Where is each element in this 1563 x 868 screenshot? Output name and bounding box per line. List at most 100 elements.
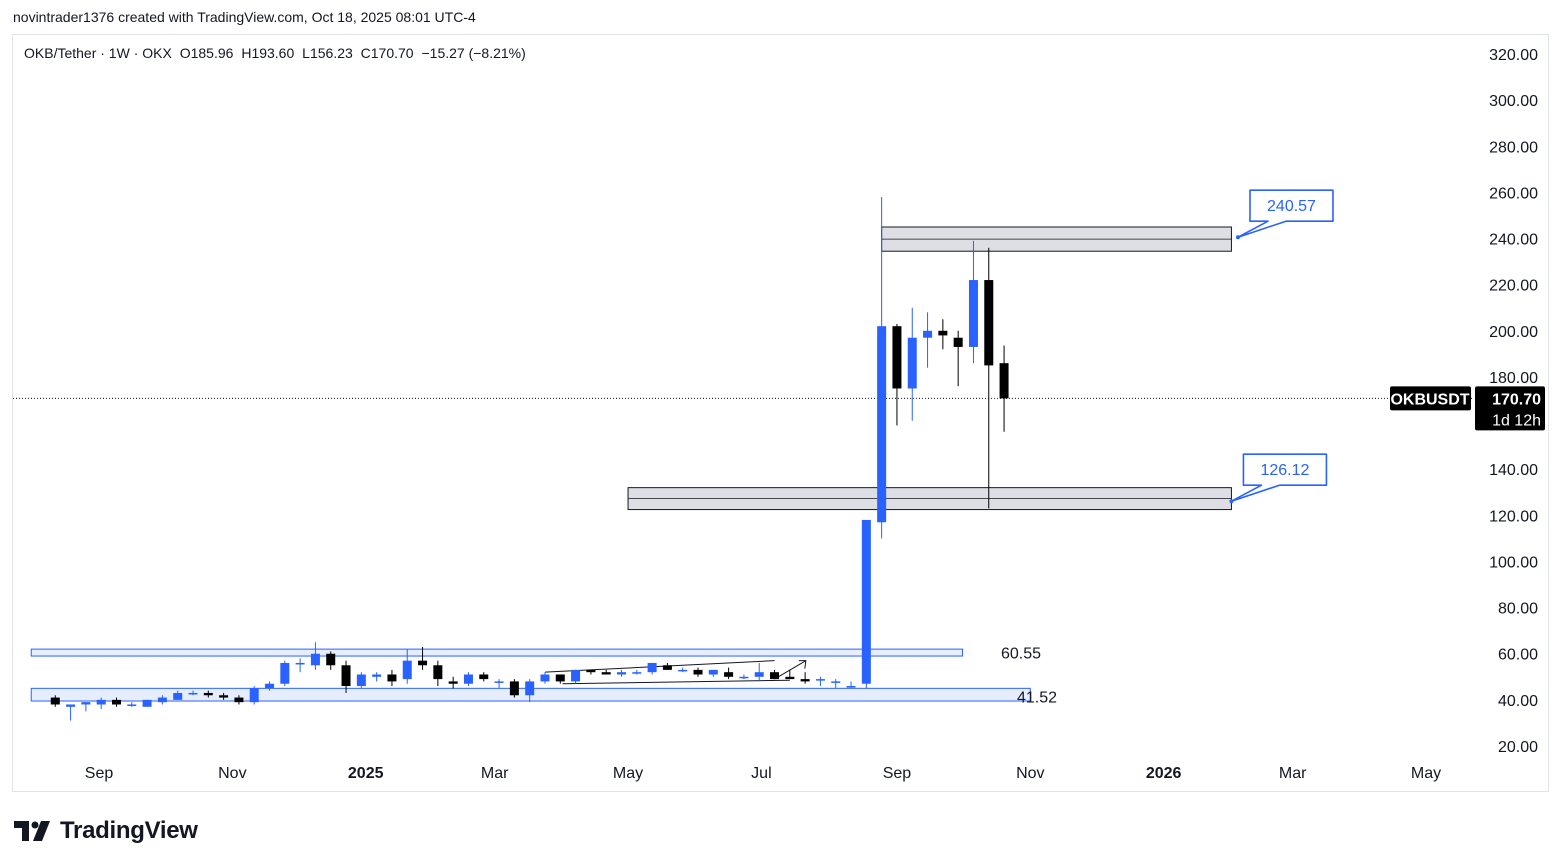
candle[interactable] — [785, 669, 795, 680]
candle[interactable] — [50, 695, 60, 707]
y-tick-label: 20.00 — [1498, 739, 1538, 756]
candle[interactable] — [877, 197, 887, 539]
candle[interactable] — [571, 669, 581, 684]
tradingview-logo[interactable]: TradingView — [14, 814, 198, 848]
x-tick-label: May — [613, 765, 643, 782]
candle[interactable] — [111, 697, 121, 707]
candle-body — [203, 692, 213, 696]
legend-high: H193.60 — [241, 45, 295, 61]
candle[interactable] — [219, 692, 229, 700]
candle[interactable] — [249, 686, 259, 705]
candle[interactable] — [142, 699, 152, 707]
legend-open: O185.96 — [179, 45, 234, 61]
candle[interactable] — [632, 669, 642, 675]
candle[interactable] — [953, 330, 963, 387]
legend-change: −15.27 (−8.21%) — [421, 45, 526, 61]
candle[interactable] — [479, 672, 489, 682]
candle[interactable] — [387, 669, 397, 687]
candle[interactable] — [739, 674, 749, 680]
candle[interactable] — [693, 667, 703, 677]
candle-body — [662, 665, 672, 670]
candle[interactable] — [601, 669, 611, 675]
candle-body — [923, 330, 933, 338]
candle[interactable] — [525, 679, 535, 703]
candle[interactable] — [463, 672, 473, 687]
candle[interactable] — [815, 676, 825, 687]
candle[interactable] — [800, 672, 810, 684]
candle[interactable] — [555, 674, 565, 684]
candle[interactable] — [234, 695, 244, 705]
candle[interactable] — [540, 672, 550, 684]
candle[interactable] — [372, 672, 382, 682]
candle[interactable] — [265, 681, 275, 691]
candle[interactable] — [280, 660, 290, 687]
candle[interactable] — [341, 660, 351, 693]
x-tick-label: Mar — [1279, 765, 1307, 782]
candle[interactable] — [188, 690, 198, 696]
y-tick-label: 140.00 — [1489, 462, 1538, 479]
candle[interactable] — [127, 702, 137, 707]
candle-body — [111, 699, 121, 705]
candle[interactable] — [999, 345, 1009, 432]
candle-body — [877, 326, 887, 523]
candle[interactable] — [846, 681, 856, 689]
last-price-tag[interactable]: 170.70 1d 12h — [1475, 386, 1545, 431]
candle[interactable] — [81, 702, 91, 712]
candle[interactable] — [494, 679, 504, 689]
candle[interactable] — [157, 695, 167, 705]
candle[interactable] — [66, 704, 76, 721]
candle-body — [142, 699, 152, 707]
triangle-trendline[interactable] — [544, 660, 775, 673]
candle[interactable] — [586, 669, 596, 675]
candle-body — [479, 674, 489, 680]
candle[interactable] — [295, 658, 305, 673]
symbol-tag[interactable]: OKBUSDT — [1390, 386, 1471, 411]
candle[interactable] — [448, 676, 458, 689]
candle[interactable] — [831, 679, 841, 689]
candle[interactable] — [433, 660, 443, 687]
candle[interactable] — [203, 690, 213, 698]
candle[interactable] — [678, 667, 688, 673]
candle[interactable] — [708, 669, 718, 677]
candle-body — [525, 681, 535, 696]
candle-body — [157, 697, 167, 703]
candle[interactable] — [968, 240, 978, 364]
candle[interactable] — [923, 312, 933, 368]
candle[interactable] — [509, 679, 519, 698]
x-tick-label: 2026 — [1146, 765, 1182, 782]
candle-body — [953, 337, 963, 347]
y-tick-label: 200.00 — [1489, 324, 1538, 341]
candle[interactable] — [616, 669, 626, 677]
candle[interactable] — [402, 649, 412, 684]
price-callout[interactable]: 126.12 — [1229, 453, 1328, 504]
candle-body — [724, 672, 734, 677]
candle[interactable] — [861, 519, 871, 689]
candle[interactable] — [356, 672, 366, 689]
candle[interactable] — [984, 247, 994, 509]
candle-body — [540, 674, 550, 682]
candle[interactable] — [662, 662, 672, 670]
candle-body — [907, 337, 917, 389]
candles-layer — [50, 197, 1009, 721]
candle[interactable] — [647, 662, 657, 675]
candle[interactable] — [892, 323, 902, 426]
candle-body — [739, 676, 749, 679]
candle[interactable] — [418, 646, 428, 670]
candle-body — [647, 662, 657, 673]
x-tick-label: Nov — [1016, 765, 1044, 782]
candle[interactable] — [938, 319, 948, 350]
candle[interactable] — [770, 669, 780, 680]
triangle-trendline[interactable] — [562, 679, 790, 685]
candle[interactable] — [907, 307, 917, 421]
candle[interactable] — [96, 697, 106, 710]
price-callout[interactable]: 240.57 — [1235, 189, 1334, 240]
candle[interactable] — [173, 690, 183, 700]
legend-close: C170.70 — [360, 45, 414, 61]
candle[interactable] — [326, 651, 336, 670]
candle[interactable] — [754, 662, 764, 682]
candle[interactable] — [724, 667, 734, 680]
candle-body — [295, 662, 305, 665]
zone-range-top[interactable] — [30, 648, 964, 657]
candle[interactable] — [310, 642, 320, 670]
